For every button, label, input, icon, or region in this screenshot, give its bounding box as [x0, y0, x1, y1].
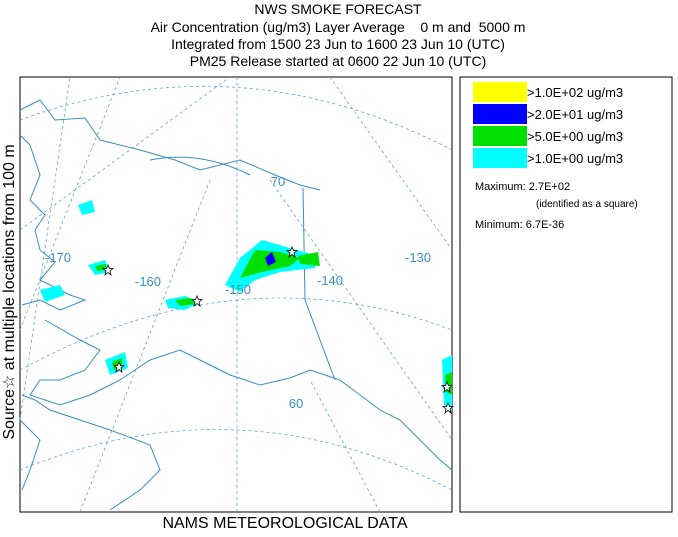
source-star — [440, 380, 454, 394]
map-label: -170 — [45, 250, 71, 265]
source-star — [285, 245, 299, 259]
header-line: Air Concentration (ug/m3) Layer Average … — [151, 19, 526, 35]
legend-swatch — [473, 148, 527, 168]
map-label: 60 — [289, 396, 303, 411]
legend-swatch — [473, 104, 527, 124]
smoke-area — [265, 252, 276, 266]
map: -170 -160 -150 -140 -130 70 60 — [19, 76, 455, 513]
map-label: 70 — [271, 174, 285, 189]
maximum-note: (identified as a square) — [536, 199, 638, 210]
maximum: Maximum: 2.7E+02 — [475, 181, 570, 193]
map-label: -140 — [317, 273, 343, 288]
header-line: PM25 Release started at 0600 22 Jun 10 (… — [190, 53, 487, 69]
source-star — [112, 360, 126, 374]
legend-label: >1.0E+00 ug/m3 — [527, 151, 623, 166]
legend-label: >5.0E+00 ug/m3 — [527, 129, 623, 144]
title: NWS SMOKE FORECAST — [254, 1, 422, 17]
source-star — [190, 294, 204, 308]
smoke — [40, 200, 455, 415]
smoke-area — [298, 252, 320, 266]
legend-swatch — [473, 82, 527, 102]
coastline — [19, 99, 453, 511]
minimum: Minimum: 6.7E-36 — [475, 219, 564, 231]
legend-label: >1.0E+02 ug/m3 — [527, 85, 623, 100]
legend-swatch — [473, 126, 527, 146]
map-frame — [19, 76, 453, 513]
smoke-area — [175, 298, 195, 306]
source-star — [441, 401, 455, 415]
header-line: Integrated from 1500 23 Jun to 1600 23 J… — [171, 36, 505, 52]
smoke-area — [78, 200, 95, 215]
map-label: -130 — [405, 250, 431, 265]
graticule — [19, 76, 453, 513]
smoke-area — [40, 285, 65, 302]
side-label: Source☆ at multiple locations from 100 m — [1, 144, 18, 439]
map-label: -150 — [225, 282, 251, 297]
footer: NAMS METEOROLOGICAL DATA — [162, 515, 407, 532]
legend-label: >2.0E+01 ug/m3 — [527, 107, 623, 122]
legend-panel: >1.0E+02 ug/m3 >2.0E+01 ug/m3 >5.0E+00 ug/… — [459, 76, 673, 513]
source-star — [101, 263, 115, 277]
map-label: -160 — [135, 274, 161, 289]
smoke-area — [95, 264, 106, 271]
